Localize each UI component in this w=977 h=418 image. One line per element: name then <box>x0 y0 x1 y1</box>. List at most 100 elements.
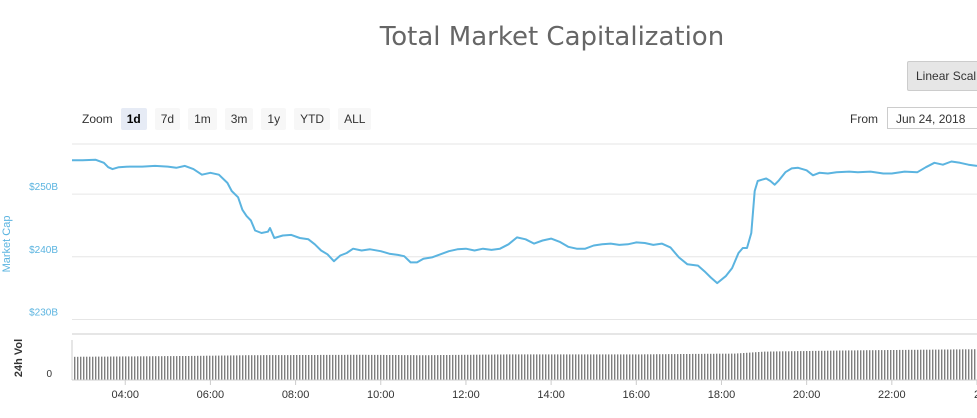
x-tick-label: 10:00 <box>367 389 395 401</box>
volume-bar <box>842 350 844 380</box>
volume-bar <box>104 356 106 380</box>
volume-bar <box>857 350 859 380</box>
from-date-input[interactable]: Jun 24, 2018 <box>887 107 977 129</box>
volume-bar <box>482 354 484 380</box>
volume-bar <box>644 354 646 380</box>
volume-bar <box>251 355 253 380</box>
volume-bar <box>371 354 373 380</box>
volume-bar <box>950 349 952 380</box>
volume-bar <box>332 354 334 380</box>
volume-bar <box>275 355 277 380</box>
volume-bar <box>272 355 274 380</box>
volume-bar <box>338 354 340 380</box>
volume-bar <box>512 354 514 380</box>
volume-bar <box>164 356 166 380</box>
volume-bar <box>506 354 508 380</box>
volume-bar <box>305 355 307 380</box>
volume-bar <box>434 355 436 380</box>
volume-bar <box>77 356 79 380</box>
volume-bar <box>641 354 643 380</box>
volume-bar <box>221 355 223 380</box>
volume-bar <box>920 349 922 380</box>
volume-bar <box>323 354 325 380</box>
volume-bar <box>629 354 631 380</box>
volume-bar <box>662 354 664 380</box>
volume-bar <box>467 354 469 380</box>
volume-bar <box>326 354 328 380</box>
volume-bar <box>971 349 973 380</box>
volume-bar <box>461 354 463 380</box>
market-cap-line <box>72 158 977 285</box>
volume-bar <box>914 349 916 380</box>
volume-bar <box>284 355 286 380</box>
volume-bar <box>560 354 562 380</box>
volume-bar <box>929 349 931 380</box>
volume-bar <box>722 353 724 380</box>
volume-bar <box>188 356 190 380</box>
volume-bar <box>533 354 535 380</box>
volume-bar <box>899 349 901 380</box>
volume-bar <box>545 354 547 380</box>
y-tick-label: $240B <box>29 245 58 256</box>
volume-bar <box>290 355 292 380</box>
volume-bar <box>935 349 937 380</box>
volume-bar <box>404 355 406 380</box>
volume-bar <box>203 355 205 380</box>
volume-bar <box>80 356 82 380</box>
volume-bar <box>770 351 772 380</box>
zoom-1y-button[interactable]: 1y <box>261 108 287 130</box>
volume-bar <box>584 354 586 380</box>
from-label: From <box>850 112 878 126</box>
volume-bar <box>416 355 418 380</box>
volume-bar <box>854 350 856 380</box>
zoom-ytd-button[interactable]: YTD <box>294 108 331 130</box>
volume-axis-title: 24h Vol <box>13 339 25 377</box>
volume-bar <box>680 354 682 380</box>
volume-bar <box>518 354 520 380</box>
volume-bar <box>257 355 259 380</box>
volume-bar <box>431 355 433 380</box>
volume-bar <box>158 356 160 380</box>
volume-bar <box>383 354 385 380</box>
volume-bar <box>701 353 703 380</box>
volume-bar <box>902 349 904 380</box>
linear-scale-button[interactable]: Linear Scal <box>907 61 977 91</box>
volume-bar <box>479 354 481 380</box>
volume-bar <box>968 349 970 380</box>
volume-bar <box>572 354 574 380</box>
volume-bar <box>131 356 133 380</box>
volume-bar <box>728 353 730 380</box>
volume-bar <box>752 352 754 380</box>
volume-bar <box>446 355 448 380</box>
volume-bar <box>107 356 109 380</box>
volume-bar <box>800 351 802 380</box>
volume-bar <box>926 349 928 380</box>
volume-bar <box>719 353 721 380</box>
volume-bar <box>593 354 595 380</box>
zoom-3m-button[interactable]: 3m <box>224 108 254 130</box>
volume-bar <box>620 354 622 380</box>
volume-bar <box>167 356 169 380</box>
chart-title: Total Market Capitalization <box>379 22 725 52</box>
volume-bar <box>893 350 895 380</box>
volume-bar <box>626 354 628 380</box>
volume-bar <box>350 354 352 380</box>
volume-bar <box>566 354 568 380</box>
x-tick-label: 14:00 <box>537 389 565 401</box>
zoom-all-button[interactable]: ALL <box>338 108 372 130</box>
volume-bar <box>413 355 415 380</box>
volume-bar <box>419 355 421 380</box>
zoom-1m-button[interactable]: 1m <box>188 108 217 130</box>
volume-bar <box>392 355 394 380</box>
volume-bar <box>827 350 829 380</box>
volume-bar <box>764 351 766 380</box>
volume-bar <box>374 354 376 380</box>
volume-bar <box>329 354 331 380</box>
volume-bar <box>488 354 490 380</box>
zoom-7d-button[interactable]: 7d <box>154 108 181 130</box>
volume-bar <box>146 356 148 380</box>
volume-bar <box>833 350 835 380</box>
volume-bar <box>806 351 808 380</box>
volume-bar <box>359 354 361 380</box>
zoom-1d-button[interactable]: 1d <box>120 108 147 130</box>
